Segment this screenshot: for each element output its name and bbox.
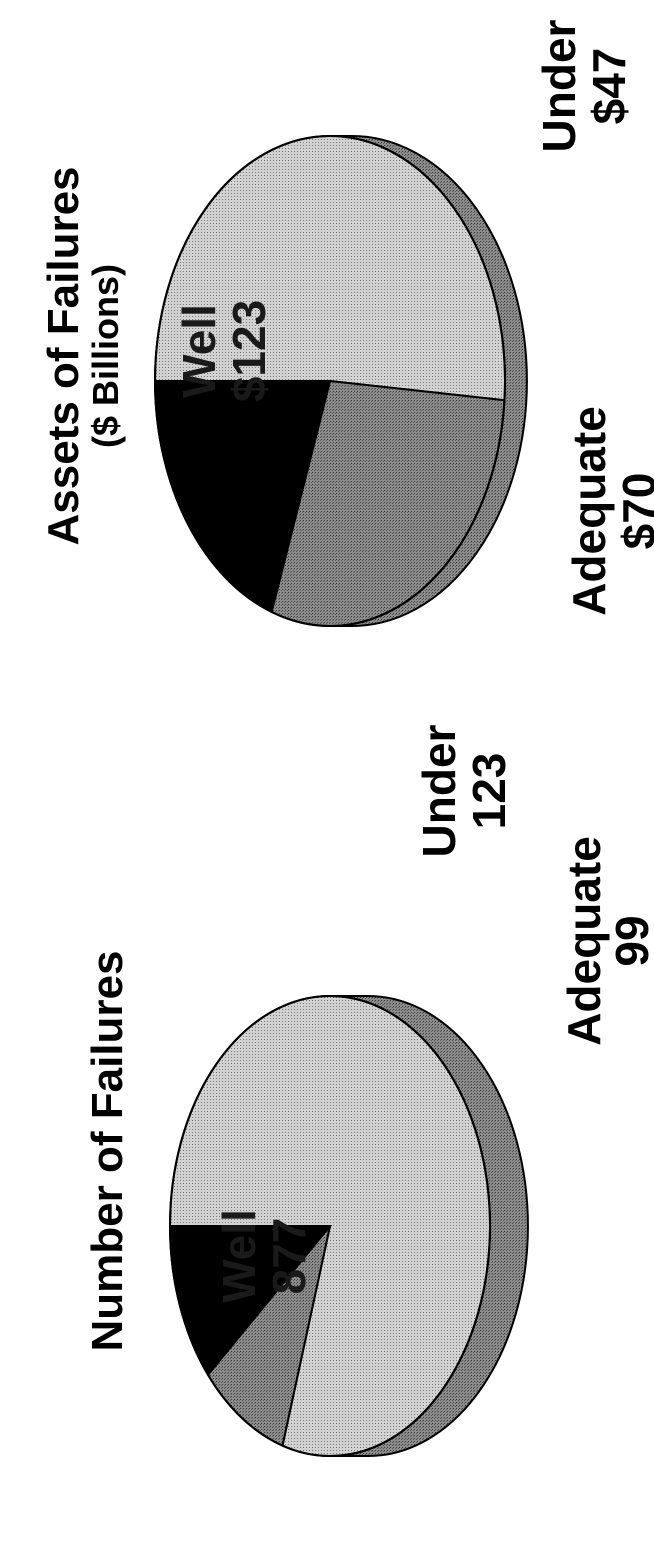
chart-2-value-well: $123 — [223, 300, 275, 402]
chart-1-value-under: 123 — [463, 753, 515, 830]
chart-1-value-adequate: 99 — [606, 915, 654, 966]
chart-1-label-under: Under — [413, 724, 465, 857]
chart-2-label-under: Under — [533, 19, 585, 152]
pie-assets-of-failures — [153, 135, 528, 627]
rotated-chart-group: Number of Failures Well 877 Adequate 99 … — [39, 19, 654, 1457]
chart-assets-of-failures: Assets of Failures ($ Billions) Well $12… — [39, 19, 654, 627]
chart-number-of-failures: Number of Failures Well 877 Adequate 99 … — [83, 724, 654, 1457]
chart-2-value-adequate: $70 — [613, 473, 654, 550]
chart-1-label-well: Well — [213, 1209, 265, 1303]
chart-1-title: Number of Failures — [83, 951, 132, 1352]
chart-2-label-adequate: Adequate — [563, 406, 615, 616]
chart-1-label-adequate: Adequate — [558, 836, 610, 1046]
pie-outline — [154, 135, 506, 627]
chart-2-label-well: Well — [173, 304, 225, 398]
chart-2-value-under: $47 — [583, 48, 635, 125]
pie-outline — [169, 995, 491, 1457]
chart-2-title: Assets of Failures — [39, 166, 88, 545]
pie-number-of-failures — [168, 995, 529, 1457]
chart-1-value-well: 877 — [263, 1218, 315, 1295]
chart-2-subtitle: ($ Billions) — [85, 264, 126, 448]
